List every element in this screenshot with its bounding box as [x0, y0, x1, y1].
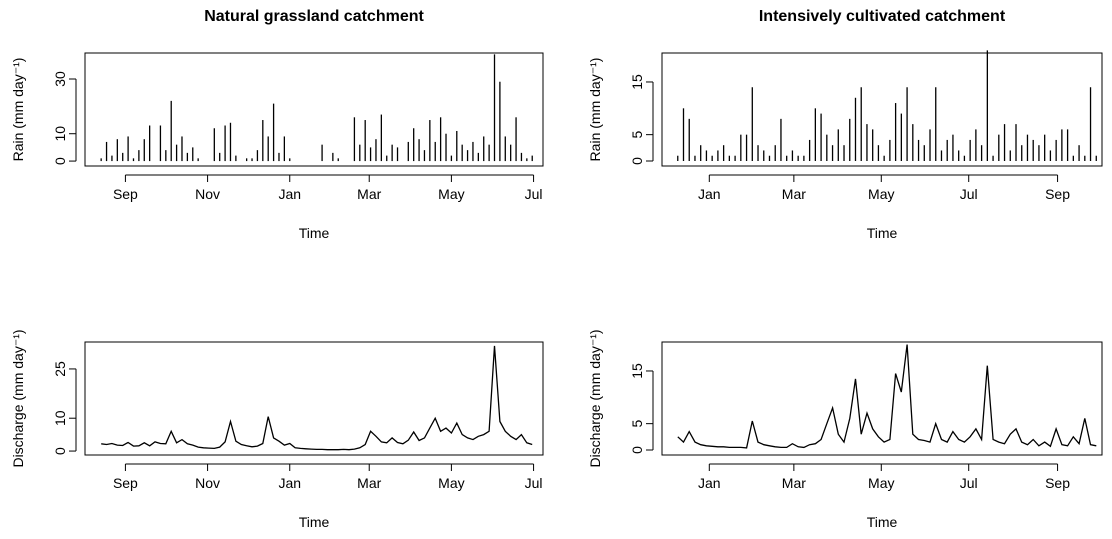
x-tick-label: Jul: [960, 186, 978, 202]
y-tick-label: 5: [629, 131, 645, 139]
x-axis-label: Time: [867, 225, 898, 241]
y-axis-label: Discharge (mm day⁻¹): [10, 329, 26, 467]
y-tick-label: 0: [629, 446, 645, 454]
discharge-line: [101, 345, 533, 451]
x-axis-label: Time: [867, 514, 898, 530]
x-tick-label: Jan: [698, 475, 721, 491]
x-tick-label: Mar: [357, 186, 381, 202]
x-tick-label: Sep: [1045, 186, 1070, 202]
plot-frame: [661, 52, 1103, 167]
y-tick-label: 5: [629, 420, 645, 428]
x-tick-label: Mar: [357, 475, 381, 491]
x-tick-label: Jan: [698, 186, 721, 202]
x-tick-label: Nov: [195, 186, 220, 202]
plot-frame: [84, 341, 544, 456]
x-tick-label: May: [438, 186, 464, 202]
x-tick-label: Sep: [113, 186, 138, 202]
y-tick-label: 0: [629, 157, 645, 165]
x-axis-label: Time: [299, 514, 330, 530]
y-tick-label: 0: [52, 157, 68, 165]
plot-frame: [661, 341, 1103, 456]
x-axis-label: Time: [299, 225, 330, 241]
y-tick-label: 10: [52, 410, 68, 426]
x-tick-label: Jul: [525, 475, 543, 491]
chart-title: Intensively cultivated catchment: [759, 8, 1006, 25]
x-tick-label: Jan: [278, 186, 301, 202]
x-tick-label: Mar: [782, 186, 806, 202]
y-tick-label: 15: [629, 74, 645, 90]
x-tick-label: May: [868, 475, 894, 491]
x-tick-label: Nov: [195, 475, 220, 491]
y-tick-label: 15: [629, 363, 645, 379]
x-tick-label: Jul: [960, 475, 978, 491]
x-tick-label: Sep: [113, 475, 138, 491]
y-axis-label: Rain (mm day⁻¹): [10, 58, 26, 162]
y-tick-label: 30: [52, 71, 68, 87]
y-tick-label: 25: [52, 361, 68, 377]
x-tick-label: Sep: [1045, 475, 1070, 491]
y-axis-label: Discharge (mm day⁻¹): [587, 329, 603, 467]
x-tick-label: Mar: [782, 475, 806, 491]
x-tick-label: May: [868, 186, 894, 202]
y-tick-label: 10: [52, 126, 68, 142]
x-tick-label: Jan: [278, 475, 301, 491]
x-tick-label: May: [438, 475, 464, 491]
discharge-line: [677, 344, 1097, 449]
plot-frame: [84, 52, 544, 167]
chart-title: Natural grassland catchment: [204, 8, 424, 25]
x-tick-label: Jul: [525, 186, 543, 202]
y-tick-label: 0: [52, 447, 68, 455]
y-axis-label: Rain (mm day⁻¹): [587, 58, 603, 162]
